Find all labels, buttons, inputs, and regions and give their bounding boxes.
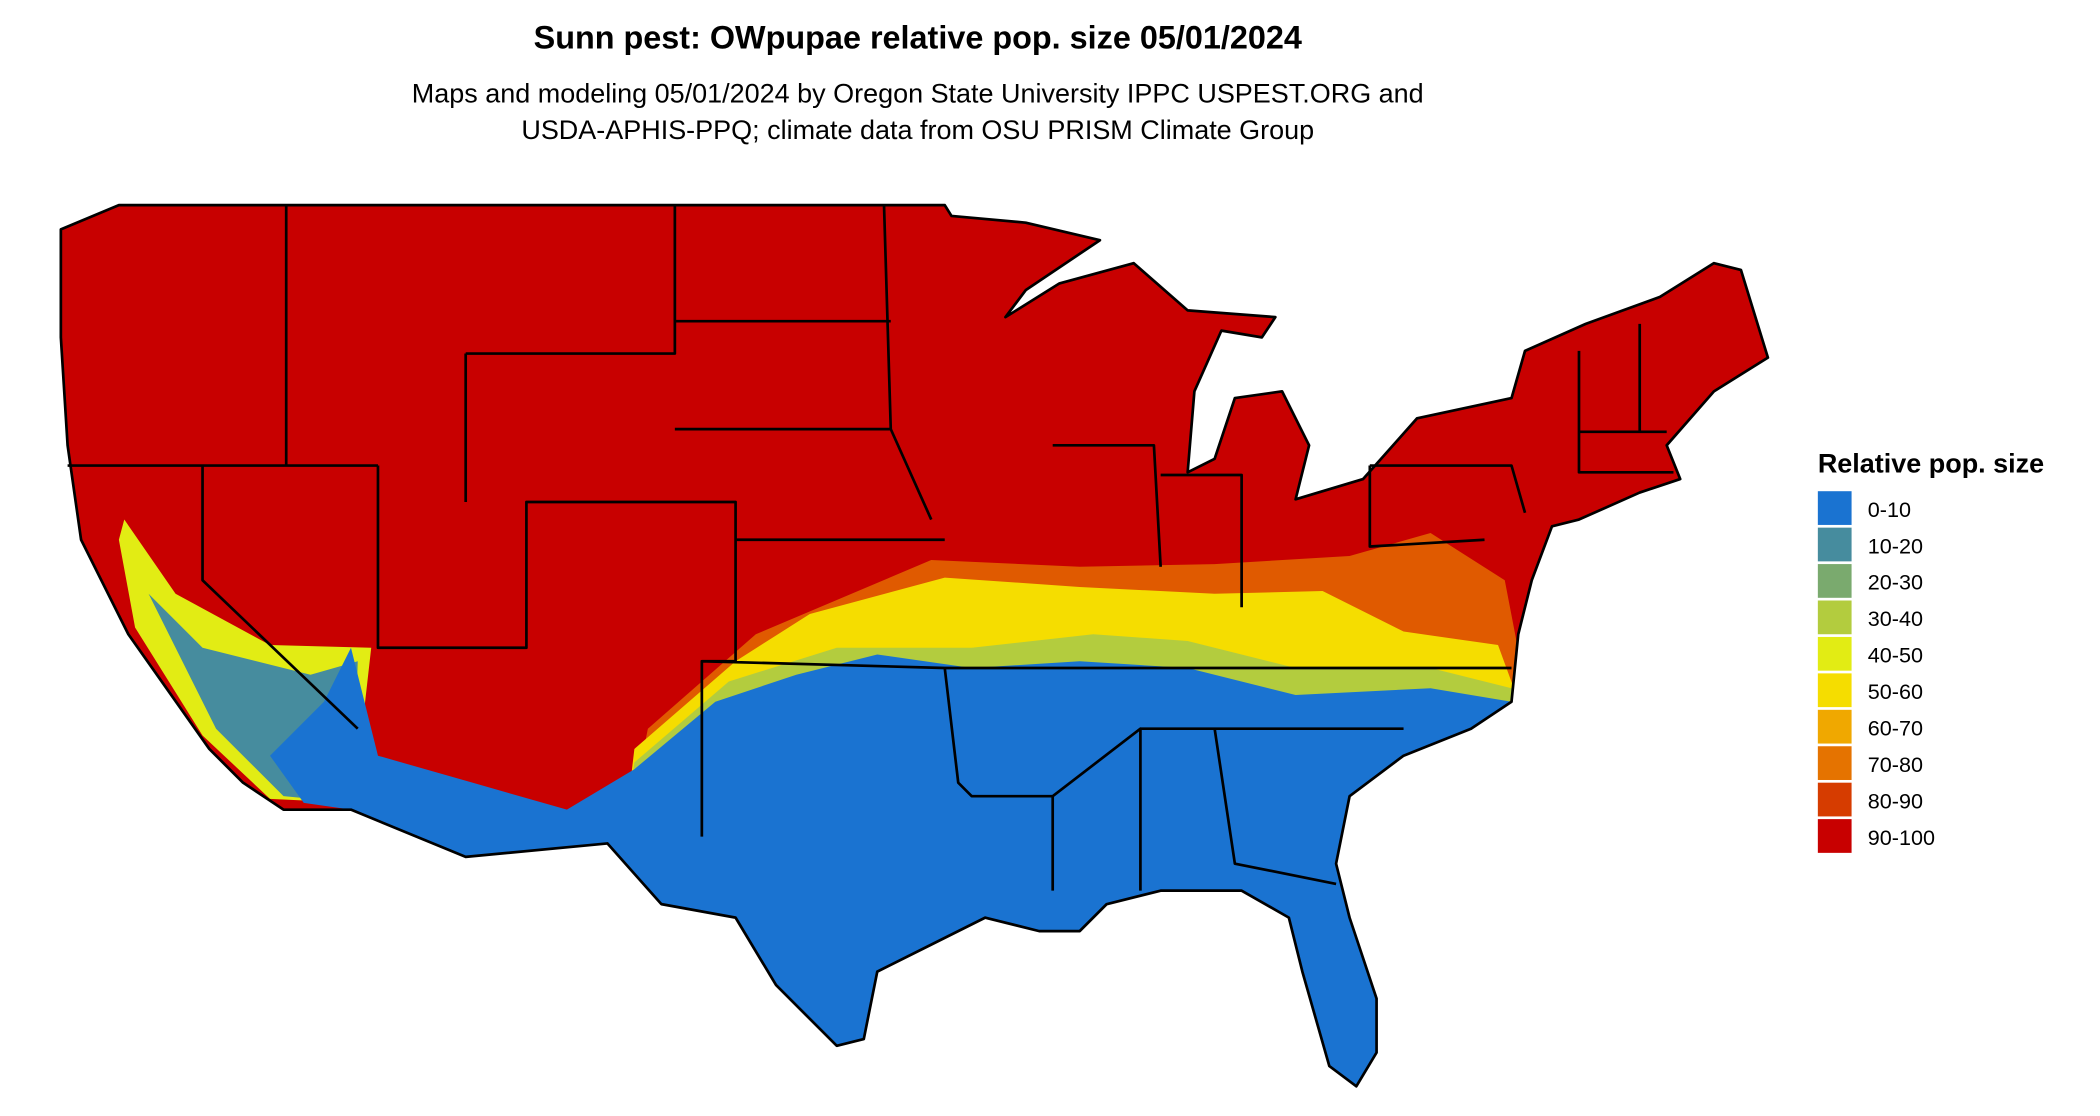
risk-zones <box>60 205 1768 1087</box>
legend-swatch <box>1817 746 1852 780</box>
legend-label: 20-30 <box>1868 570 1923 595</box>
subtitle: Maps and modeling 05/01/2024 by Oregon S… <box>412 79 1424 109</box>
zone-low <box>270 647 1512 1087</box>
map-area <box>59 203 1770 1088</box>
subtitle: USDA-APHIS-PPQ; climate data from OSU PR… <box>521 115 1314 145</box>
legend-swatch <box>1817 600 1852 635</box>
legend-swatch <box>1817 564 1852 598</box>
legend-swatch <box>1817 673 1852 708</box>
legend-swatch <box>1817 782 1852 817</box>
legend-label: 60-70 <box>1868 715 1923 740</box>
legend-title: Relative pop. size <box>1818 448 2044 478</box>
legend-swatch <box>1817 636 1852 671</box>
legend-swatch <box>1817 491 1852 525</box>
legend-label: 70-80 <box>1868 752 1923 777</box>
legend-swatch <box>1817 527 1852 562</box>
legend-label: 80-90 <box>1868 788 1923 813</box>
legend-label: 50-60 <box>1868 679 1923 704</box>
state-borders <box>67 205 1674 891</box>
legend-swatch <box>1817 709 1852 744</box>
legend-label: 10-20 <box>1868 533 1923 558</box>
legend-label: 0-10 <box>1868 497 1911 522</box>
legend: 0-10 10-20 20-30 30-40 40-50 50-60 60-70 70-80 8… <box>1817 491 1935 853</box>
legend-label: 40-50 <box>1868 643 1923 668</box>
legend-swatch <box>1817 819 1852 853</box>
map-title: Sunn pest: OWpupae relative pop. size 05… <box>534 20 1302 56</box>
legend-label: 90-100 <box>1868 825 1935 850</box>
legend-label: 30-40 <box>1868 606 1923 631</box>
